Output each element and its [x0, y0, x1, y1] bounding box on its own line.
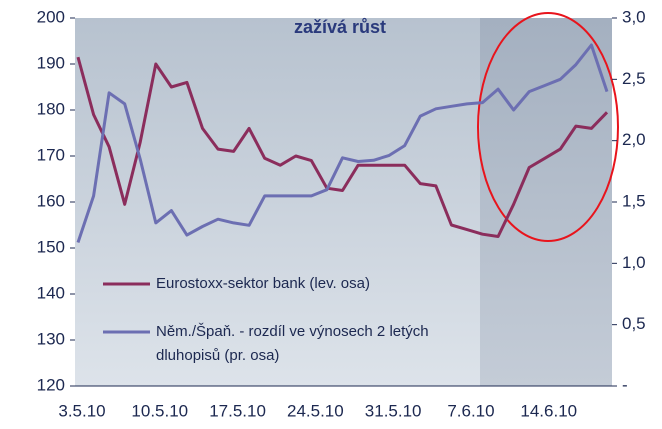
series-line	[76, 43, 609, 243]
x-tick-label: 31.5.10	[365, 401, 422, 420]
x-tick-label: 10.5.10	[131, 401, 188, 420]
x-tick-label: 7.6.10	[447, 401, 494, 420]
y-tick-label: 120	[37, 375, 65, 394]
y2-tick-label: 2,0	[622, 130, 646, 149]
series-line	[76, 56, 609, 238]
x-tick-label: 17.5.10	[209, 401, 266, 420]
y-tick-label: 150	[37, 237, 65, 256]
x-tick-label: 14.6.10	[520, 401, 577, 420]
y2-tick-label: -	[622, 375, 628, 394]
y2-tick-label: 1,5	[622, 191, 646, 210]
y2-tick-label: 3,0	[622, 7, 646, 26]
y-tick-label: 140	[37, 283, 65, 302]
y2-tick-label: 0,5	[622, 314, 646, 333]
y-tick-label: 170	[37, 145, 65, 164]
y-tick-label: 130	[37, 329, 65, 348]
y-tick-label: 190	[37, 53, 65, 72]
y-tick-label: 160	[37, 191, 65, 210]
y-tick-label: 180	[37, 99, 65, 118]
chart-title: zažívá růst	[294, 17, 386, 37]
highlight-ellipse	[477, 12, 619, 242]
y-tick-label: 200	[37, 7, 65, 26]
y2-tick-label: 2,5	[622, 69, 646, 88]
x-tick-label: 24.5.10	[287, 401, 344, 420]
legend-label: Eurostoxx-sektor bank (lev. osa)	[156, 275, 370, 292]
plot-shade	[480, 18, 612, 386]
legend-label: Něm./Špaň. - rozdíl ve výnosech 2 letých…	[156, 323, 429, 364]
x-tick-label: 3.5.10	[58, 401, 105, 420]
y2-tick-label: 1,0	[622, 253, 646, 272]
